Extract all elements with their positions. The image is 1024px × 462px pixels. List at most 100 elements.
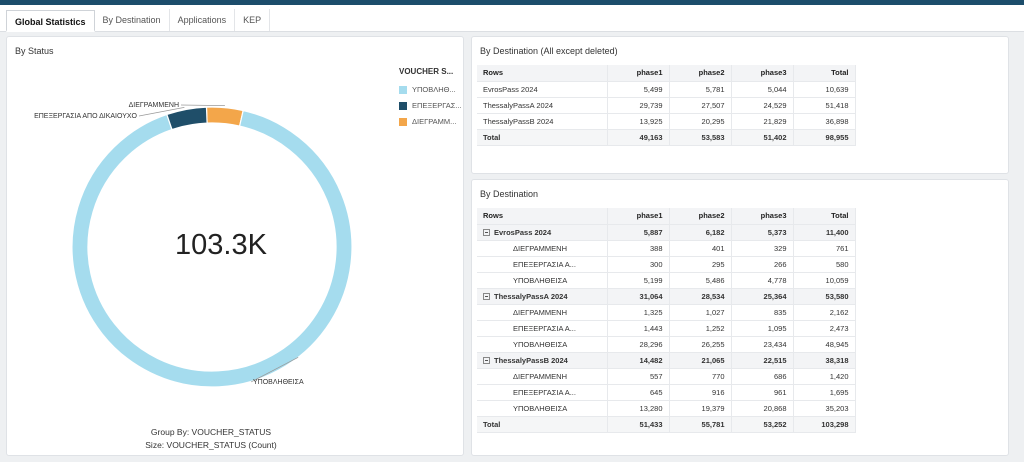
table-cell: 5,044 <box>731 81 794 98</box>
table-row[interactable]: ThessalyPassA 2024 29,739 27,507 24,529 51,4… <box>477 97 856 114</box>
column-header: Total <box>793 208 856 225</box>
legend-label: ΔΙΕΓΡΑΜΜ... <box>412 117 457 126</box>
panel-title: By Status <box>15 46 54 56</box>
table-cell: 1,027 <box>669 304 732 321</box>
table-cell: 103,298 <box>793 416 856 433</box>
child-row[interactable]: ΔΙΕΓΡΑΜΜΕΝΗ 1,325 1,027 835 2,162 <box>477 304 856 321</box>
table-cell: 961 <box>731 384 794 401</box>
row-label: ThessalyPassA 2024 <box>477 288 608 305</box>
table-cell: 835 <box>731 304 794 321</box>
tab-global-statistics[interactable]: Global Statistics <box>6 10 95 32</box>
group-row[interactable]: ThessalyPassA 2024 31,064 28,534 25,364 53,5… <box>477 288 856 305</box>
table-cell: 5,887 <box>607 224 670 241</box>
row-label: ΕΠΕΞΕΡΓΑΣΙΑ Α... <box>477 384 608 401</box>
table-cell: 5,199 <box>607 272 670 289</box>
row-label: EvrosPass 2024 <box>477 224 608 241</box>
table-cell: 329 <box>731 240 794 257</box>
child-row[interactable]: ΥΠΟΒΛΗΘΕΙΣΑ 13,280 19,379 20,868 35,203 <box>477 400 856 417</box>
table-cell: 645 <box>607 384 670 401</box>
slice-label-deleted: ΔΙΕΓΡΑΜΜΕΝΗ <box>129 102 179 109</box>
table-row[interactable]: EvrosPass 2024 5,499 5,781 5,044 10,639 <box>477 81 856 98</box>
slice-processing[interactable] <box>166 106 208 131</box>
legend-swatch <box>399 85 407 94</box>
legend-item-submitted[interactable]: ΥΠΟΒΛΗΘ... <box>399 85 462 94</box>
row-label: ΥΠΟΒΛΗΘΕΙΣΑ <box>477 400 608 417</box>
legend-item-deleted[interactable]: ΔΙΕΓΡΑΜΜ... <box>399 117 462 126</box>
table-cell: 51,433 <box>607 416 670 433</box>
total-row[interactable]: Total 51,433 55,781 53,252 103,298 <box>477 416 856 433</box>
table-cell: 6,182 <box>669 224 732 241</box>
donut-chart[interactable]: ΔΙΕΓΡΑΜΜΕΝΗ ΕΠΕΞΕΡΓΑΣΙΑ ΑΠΟ ΔΙΚΑΙΟΥΧΟ ΥΠΟΒ… <box>7 37 465 457</box>
table-cell: 53,580 <box>793 288 856 305</box>
row-label: ThessalyPassB 2024 <box>477 113 608 130</box>
row-label: ΕΠΕΞΕΡΓΑΣΙΑ Α... <box>477 256 608 273</box>
legend-title: VOUCHER S... <box>399 67 454 76</box>
table-cell: 23,434 <box>731 336 794 353</box>
tab-by-destination[interactable]: By Destination <box>95 9 170 31</box>
table-cell: 51,402 <box>731 129 794 146</box>
collapse-icon[interactable] <box>483 292 490 300</box>
table-cell: 53,583 <box>669 129 732 146</box>
row-label: ΕΠΕΞΕΡΓΑΣΙΑ Α... <box>477 320 608 337</box>
table-cell: 401 <box>669 240 732 257</box>
table-cell: 1,695 <box>793 384 856 401</box>
child-row[interactable]: ΕΠΕΞΕΡΓΑΣΙΑ Α... 645 916 961 1,695 <box>477 384 856 401</box>
by-status-panel: By Status ΔΙΕΓΡΑΜΜΕΝΗ ΕΠΕΞΕΡΓΑΣΙΑ ΑΠΟ ΔΙΚ… <box>6 36 464 456</box>
table-cell: 2,162 <box>793 304 856 321</box>
child-row[interactable]: ΔΙΕΓΡΑΜΜΕΝΗ 388 401 329 761 <box>477 240 856 257</box>
table-header-row: Rows phase1 phase2 phase3 Total <box>477 208 856 225</box>
summary-table: Rows phase1 phase2 phase3 Total EvrosPass 202… <box>477 65 856 146</box>
table-cell: 10,059 <box>793 272 856 289</box>
leader-line <box>138 107 185 117</box>
table-cell: 21,829 <box>731 113 794 130</box>
table-cell: 19,379 <box>669 400 732 417</box>
table-cell: 1,095 <box>731 320 794 337</box>
group-row[interactable]: ThessalyPassB 2024 14,482 21,065 22,515 38,3… <box>477 352 856 369</box>
child-row[interactable]: ΕΠΕΞΕΡΓΑΣΙΑ Α... 300 295 266 580 <box>477 256 856 273</box>
table-cell: 36,898 <box>793 113 856 130</box>
panel-title: By Destination <box>480 189 539 199</box>
child-row[interactable]: ΔΙΕΓΡΑΜΜΕΝΗ 557 770 686 1,420 <box>477 368 856 385</box>
table-cell: 27,507 <box>669 97 732 114</box>
table-cell: 11,400 <box>793 224 856 241</box>
slice-submitted[interactable] <box>71 109 353 388</box>
tab-kep[interactable]: KEP <box>235 9 271 31</box>
total-row[interactable]: Total 49,163 53,583 51,402 98,955 <box>477 129 856 146</box>
table-cell: 916 <box>669 384 732 401</box>
slice-label-submitted: ΥΠΟΒΛΗΘΕΙΣΑ <box>253 379 304 386</box>
by-destination-summary-panel: By Destination (All except deleted) Rows… <box>471 36 1009 174</box>
table-cell: 557 <box>607 368 670 385</box>
child-row[interactable]: ΥΠΟΒΛΗΘΕΙΣΑ 28,296 26,255 23,434 48,945 <box>477 336 856 353</box>
child-row[interactable]: ΕΠΕΞΕΡΓΑΣΙΑ Α... 1,443 1,252 1,095 2,473 <box>477 320 856 337</box>
tab-applications[interactable]: Applications <box>170 9 236 31</box>
column-header: Rows <box>477 65 608 82</box>
table-cell: 20,295 <box>669 113 732 130</box>
slice-deleted[interactable] <box>205 106 244 127</box>
table-cell: 22,515 <box>731 352 794 369</box>
table-row[interactable]: ThessalyPassB 2024 13,925 20,295 21,829 36,8… <box>477 113 856 130</box>
row-label: ΔΙΕΓΡΑΜΜΕΝΗ <box>477 304 608 321</box>
donut-center-value: 103.3K <box>175 229 267 261</box>
panel-title: By Destination (All except deleted) <box>480 46 618 56</box>
legend-label: ΥΠΟΒΛΗΘ... <box>412 85 456 94</box>
leader-line <box>250 357 299 383</box>
collapse-icon[interactable] <box>483 356 490 364</box>
table-cell: 300 <box>607 256 670 273</box>
table-cell: 5,781 <box>669 81 732 98</box>
child-row[interactable]: ΥΠΟΒΛΗΘΕΙΣΑ 5,199 5,486 4,778 10,059 <box>477 272 856 289</box>
legend-item-processing[interactable]: ΕΠΕΞΕΡΓΑΣ... <box>399 101 462 110</box>
row-label: EvrosPass 2024 <box>477 81 608 98</box>
column-header: Total <box>793 65 856 82</box>
row-label: ΔΙΕΓΡΑΜΜΕΝΗ <box>477 240 608 257</box>
table-cell: 388 <box>607 240 670 257</box>
table-cell: 1,443 <box>607 320 670 337</box>
group-row[interactable]: EvrosPass 2024 5,887 6,182 5,373 11,400 <box>477 224 856 241</box>
table-cell: 31,064 <box>607 288 670 305</box>
row-label: ThessalyPassB 2024 <box>477 352 608 369</box>
top-accent-bar <box>0 0 1024 5</box>
column-header: phase1 <box>607 208 670 225</box>
table-cell: 25,364 <box>731 288 794 305</box>
collapse-icon[interactable] <box>483 228 490 236</box>
table-cell: 53,252 <box>731 416 794 433</box>
table-cell: 266 <box>731 256 794 273</box>
